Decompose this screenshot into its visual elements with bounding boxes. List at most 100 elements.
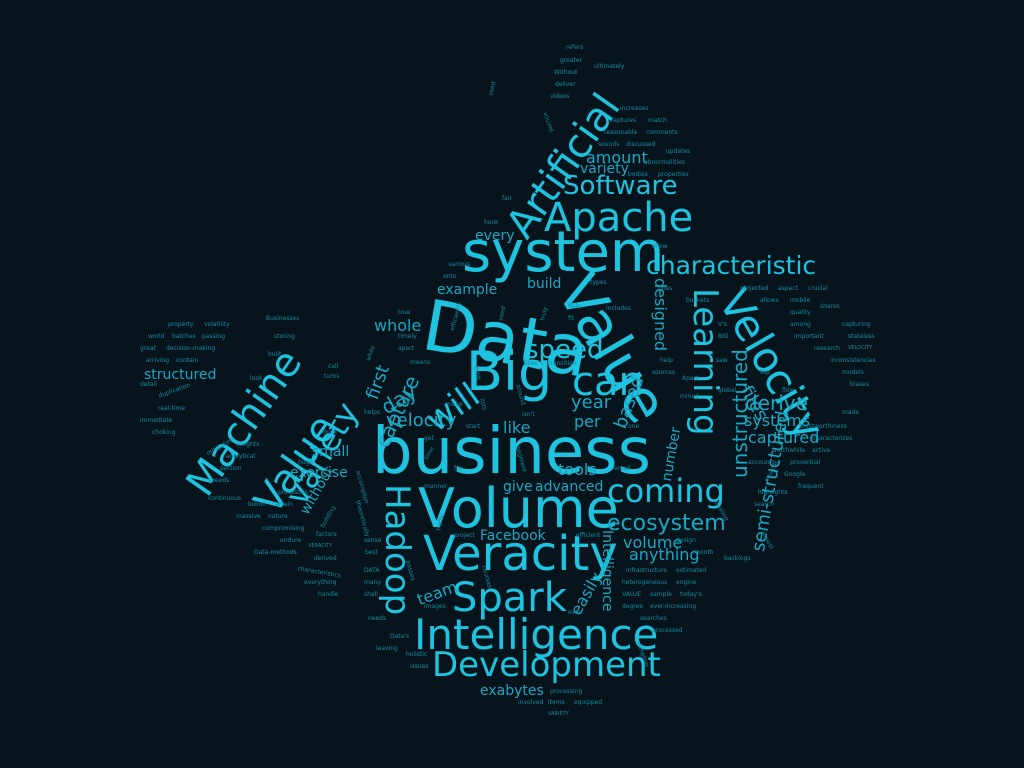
word-cloud-word: year	[571, 392, 612, 413]
word-cloud-word: various	[448, 261, 470, 268]
word-cloud-word: updates	[666, 148, 691, 155]
word-cloud-word: ever-increasing	[650, 603, 697, 610]
word-cloud-word: Intelligence	[414, 610, 659, 659]
word-cloud-word: VALUE	[622, 591, 642, 598]
word-cloud-word: highlights	[758, 489, 788, 496]
word-cloud-word: flow	[782, 387, 795, 394]
word-cloud-word: real-time	[158, 405, 186, 412]
word-cloud-word: buckets	[686, 297, 710, 304]
word-cloud-word: detail	[140, 381, 157, 388]
word-cloud-word: aspect	[778, 285, 798, 292]
word-cloud-word: inconsistencies	[830, 357, 876, 364]
word-cloud-word: building	[319, 504, 338, 529]
word-cloud-word: capturing	[842, 321, 871, 328]
word-cloud-word: biases	[850, 381, 870, 388]
word-cloud-word: theoretically	[354, 499, 371, 538]
word-cloud-word: types	[590, 279, 607, 286]
word-cloud-word: properties	[658, 171, 689, 178]
word-cloud-word: even	[568, 609, 583, 616]
word-cloud-word: contain	[176, 357, 199, 364]
word-cloud-word: amount	[586, 148, 648, 167]
word-cloud-word: shall	[364, 591, 378, 598]
word-cloud-word: Apache	[544, 195, 694, 241]
word-cloud-word: models	[842, 369, 864, 376]
word-cloud-word: DATA	[364, 567, 380, 574]
word-cloud-word: worthwhile	[772, 447, 805, 454]
word-cloud-word: Spark	[452, 575, 567, 621]
word-cloud-word: built	[268, 351, 282, 358]
word-cloud-word: allows	[760, 297, 779, 304]
word-cloud-word: accomplish	[354, 469, 370, 505]
word-cloud-word: Development	[432, 645, 661, 685]
word-cloud-word: many	[364, 579, 381, 586]
word-cloud-word: coming	[607, 472, 725, 510]
word-cloud-word: decision-making	[166, 345, 216, 352]
word-cloud-word: abnormalities	[644, 159, 686, 166]
word-cloud-word: like	[503, 418, 531, 437]
word-cloud-word: passing	[202, 333, 226, 340]
word-cloud-word: saw	[716, 357, 728, 364]
word-cloud-word: hook	[484, 219, 499, 226]
word-cloud-word: variety	[580, 161, 629, 177]
word-cloud-word: every	[475, 228, 515, 244]
word-cloud-word: processes	[278, 489, 308, 496]
word-cloud-word: immediate	[140, 417, 173, 424]
word-cloud-word: crucial	[808, 285, 828, 292]
word-cloud-word: Facebook	[480, 528, 546, 544]
word-cloud-word: sense	[364, 537, 382, 544]
word-cloud-word: make	[446, 401, 463, 408]
word-cloud-word: handle	[318, 591, 339, 598]
word-cloud-word: ultimately	[594, 63, 625, 70]
word-cloud-word: project	[454, 532, 475, 539]
word-cloud-word: Hadoop	[377, 484, 417, 616]
word-cloud-word: Big	[466, 340, 553, 403]
word-cloud-word: shares	[820, 303, 840, 310]
word-cloud-word: Apart	[682, 375, 699, 382]
word-cloud-word: great	[140, 345, 156, 352]
word-cloud-word: reasonable	[604, 129, 638, 136]
word-cloud-word: business	[372, 415, 651, 489]
word-cloud-word: ecosystem	[607, 511, 726, 536]
word-cloud-word: engine	[676, 579, 697, 586]
word-cloud-word: derive	[745, 391, 808, 415]
word-cloud-word: leaving	[376, 645, 398, 652]
word-cloud-word: used	[487, 80, 498, 97]
word-cloud-word: stateless	[848, 333, 875, 340]
word-cloud-word: frequent	[798, 483, 824, 490]
word-cloud-word: efficient	[576, 532, 601, 539]
word-cloud-word: world	[148, 333, 165, 340]
word-cloud-word: degree	[622, 603, 644, 610]
word-cloud-word: today's	[680, 591, 702, 598]
word-cloud-word: call	[328, 363, 339, 370]
word-cloud-word: section	[220, 465, 242, 472]
word-cloud-word: get	[424, 435, 434, 442]
word-cloud-word: sources	[652, 369, 676, 376]
word-cloud-word: sample	[650, 591, 672, 598]
word-cloud-word: while	[365, 344, 378, 363]
word-cloud-word: anything	[629, 545, 700, 564]
word-cloud-word: build	[527, 276, 562, 292]
word-cloud-word: system	[462, 220, 665, 285]
word-cloud-word: helps	[364, 409, 381, 416]
word-cloud-word: among	[790, 321, 811, 328]
word-cloud-word: V's	[718, 321, 727, 328]
word-cloud-word: batches	[172, 333, 196, 340]
word-cloud-word: duplication	[157, 381, 192, 400]
word-cloud-word: speed	[525, 335, 604, 365]
word-cloud-word: VERACITY	[308, 543, 333, 549]
word-cloud-word: Intelligence	[599, 530, 615, 612]
word-cloud-word: velocity	[386, 410, 457, 431]
word-cloud-word: manner	[424, 483, 448, 490]
word-cloud-word: property	[168, 321, 194, 328]
word-cloud-word: month	[694, 549, 714, 556]
word-cloud-word: bodies	[628, 171, 648, 178]
word-cloud-word: huge	[298, 459, 314, 466]
word-cloud-word: proverbial	[790, 459, 821, 466]
word-cloud-word: insights	[236, 441, 260, 448]
word-cloud-word: heterogeneous	[622, 579, 668, 586]
word-cloud-word: fit	[568, 315, 575, 322]
word-cloud-word: Google	[784, 471, 806, 478]
word-cloud-word: onto	[443, 273, 457, 280]
word-cloud-word: Veracity	[423, 526, 618, 582]
